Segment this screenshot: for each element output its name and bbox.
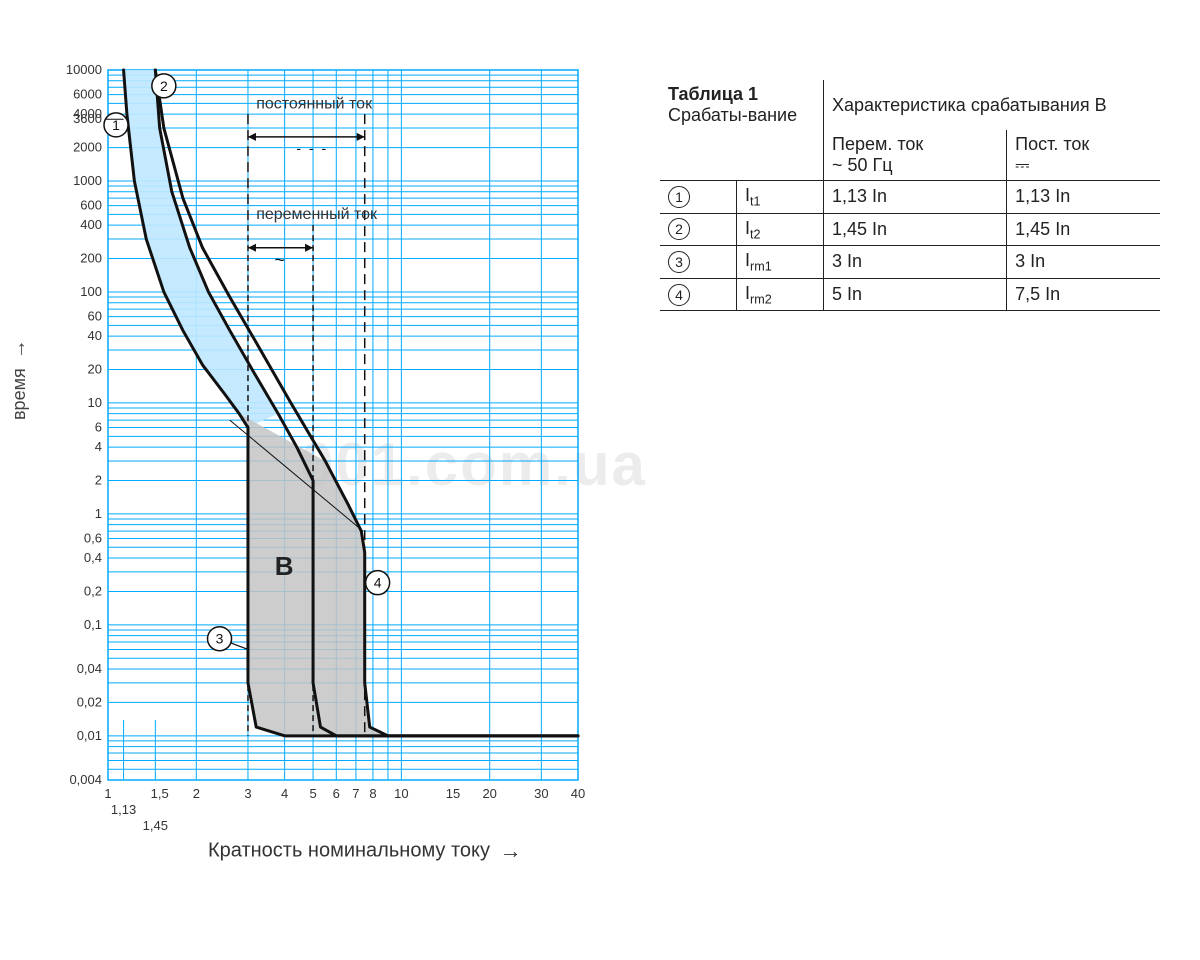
svg-text:1,13: 1,13 xyxy=(111,802,136,817)
svg-text:0,4: 0,4 xyxy=(84,550,102,565)
svg-text:30: 30 xyxy=(534,786,548,801)
characteristics-table: Таблица 1 Срабаты-вание Характеристика с… xyxy=(660,80,1160,311)
svg-text:100: 100 xyxy=(80,284,102,299)
svg-text:7: 7 xyxy=(352,786,359,801)
svg-text:6: 6 xyxy=(95,420,102,435)
svg-text:20: 20 xyxy=(88,362,102,377)
svg-text:0,04: 0,04 xyxy=(77,661,102,676)
svg-text:0,1: 0,1 xyxy=(84,617,102,632)
x-axis-label: Кратность номинальному току → xyxy=(208,838,522,864)
svg-text:3600: 3600 xyxy=(73,111,102,126)
trip-curve-chart: переменный ток~постоянный ток- - -B12340… xyxy=(30,60,590,910)
svg-text:4: 4 xyxy=(281,786,288,801)
table-header-right: Характеристика срабатывания B xyxy=(824,80,1161,130)
svg-text:0,02: 0,02 xyxy=(77,694,102,709)
table-row: 3Irm13 In3 In xyxy=(660,246,1160,279)
svg-text:10000: 10000 xyxy=(66,62,102,77)
svg-text:40: 40 xyxy=(571,786,585,801)
svg-text:0,6: 0,6 xyxy=(84,531,102,546)
svg-text:2000: 2000 xyxy=(73,140,102,155)
svg-text:1: 1 xyxy=(95,506,102,521)
svg-text:2: 2 xyxy=(160,78,168,94)
svg-text:2: 2 xyxy=(193,786,200,801)
svg-text:20: 20 xyxy=(482,786,496,801)
table-row: 2It21,45 In1,45 In xyxy=(660,213,1160,246)
svg-text:40: 40 xyxy=(88,328,102,343)
svg-text:6000: 6000 xyxy=(73,87,102,102)
svg-text:10: 10 xyxy=(88,395,102,410)
svg-text:1000: 1000 xyxy=(73,173,102,188)
table-subtitle: Срабаты-вание xyxy=(668,105,797,125)
svg-text:- - -: - - - xyxy=(296,140,328,156)
svg-text:0,004: 0,004 xyxy=(69,772,102,787)
svg-text:0,2: 0,2 xyxy=(84,583,102,598)
svg-text:1,45: 1,45 xyxy=(143,818,168,833)
svg-text:600: 600 xyxy=(80,198,102,213)
svg-text:1: 1 xyxy=(104,786,111,801)
svg-text:переменный ток: переменный ток xyxy=(256,206,378,223)
svg-text:8: 8 xyxy=(369,786,376,801)
svg-text:3: 3 xyxy=(244,786,251,801)
svg-text:15: 15 xyxy=(446,786,460,801)
svg-text:2: 2 xyxy=(95,472,102,487)
svg-text:1,5: 1,5 xyxy=(151,786,169,801)
svg-text:60: 60 xyxy=(88,309,102,324)
svg-text:3: 3 xyxy=(216,631,224,647)
svg-text:6: 6 xyxy=(333,786,340,801)
svg-text:200: 200 xyxy=(80,251,102,266)
svg-text:5: 5 xyxy=(309,786,316,801)
svg-text:0,01: 0,01 xyxy=(77,728,102,743)
svg-text:4: 4 xyxy=(95,439,102,454)
svg-text:400: 400 xyxy=(80,217,102,232)
svg-text:B: B xyxy=(275,551,294,581)
col-ac-header: Перем. ток~ 50 Гц xyxy=(824,130,1007,181)
y-axis-label: время → xyxy=(8,339,31,420)
table-title: Таблица 1 xyxy=(668,84,758,104)
table-row: 4Irm25 In7,5 In xyxy=(660,278,1160,311)
svg-text:~: ~ xyxy=(275,250,286,270)
svg-text:постоянный ток: постоянный ток xyxy=(256,95,373,112)
svg-text:4: 4 xyxy=(374,575,382,591)
col-dc-header: Пост. ток⎓ xyxy=(1007,130,1160,181)
table-row: 1It11,13 In1,13 In xyxy=(660,181,1160,214)
svg-text:10: 10 xyxy=(394,786,408,801)
